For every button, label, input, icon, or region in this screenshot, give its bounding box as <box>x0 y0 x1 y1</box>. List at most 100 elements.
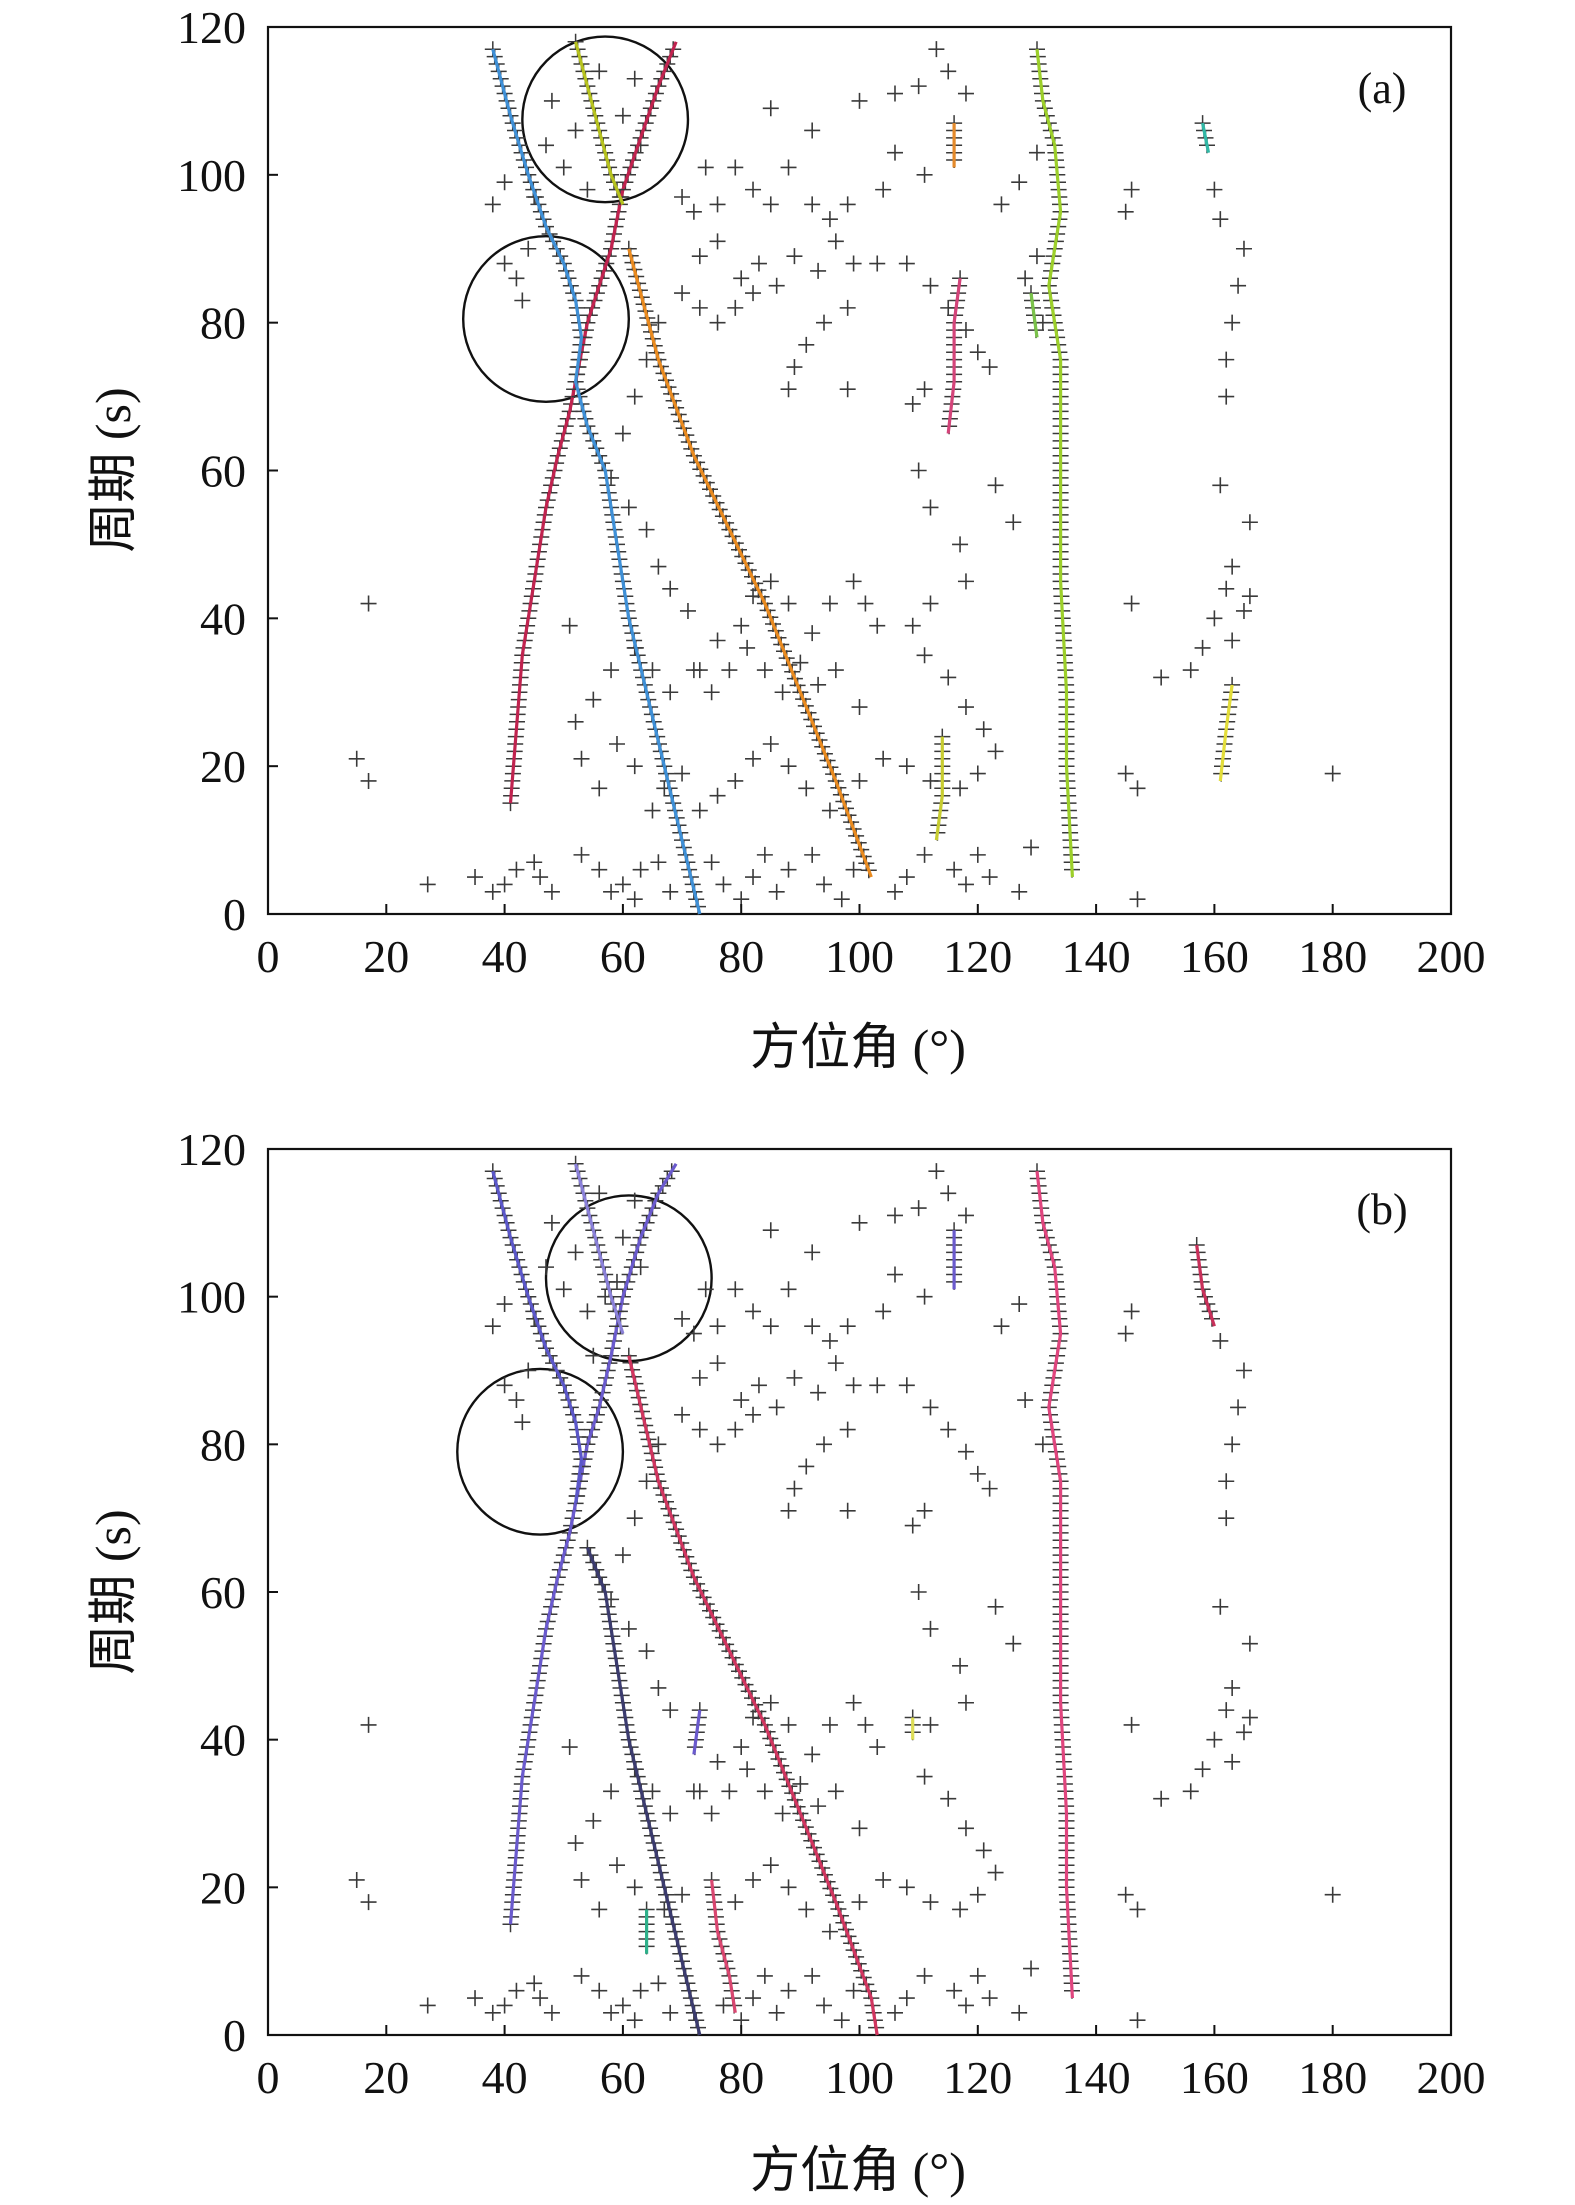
scatter-point <box>952 536 969 553</box>
circle-annotations <box>461 35 690 403</box>
scatter-point <box>543 92 560 109</box>
scatter-point <box>839 299 856 316</box>
scatter-point <box>922 1894 939 1911</box>
scatter-point <box>496 876 513 893</box>
scatter-point <box>804 122 821 139</box>
x-tick-label: 100 <box>825 931 894 982</box>
scatter-point <box>573 1871 590 1888</box>
scatter-point <box>745 1990 762 2007</box>
scatter-point <box>733 270 750 287</box>
scatter-point <box>691 299 708 316</box>
y-tick-label: 80 <box>200 1419 246 1470</box>
y-ticks: 0 20 40 60 80 100 120 <box>177 2 278 940</box>
scatter-point <box>585 1812 602 1829</box>
y-tick-label: 80 <box>200 298 246 349</box>
panel-b: 0 20 40 60 80 100 120 140 160 180 200 0 20 40 60 80 100… <box>85 1124 1486 2198</box>
scatter-point <box>626 70 643 87</box>
scatter-point <box>957 1207 974 1224</box>
scatter-point <box>810 1384 827 1401</box>
scatter-point <box>1194 1761 1211 1778</box>
scatter-point <box>851 699 868 716</box>
scatter-point <box>839 381 856 398</box>
scatter-point <box>952 1901 969 1918</box>
scatter-point <box>916 1967 933 1984</box>
scatter-point <box>573 750 590 767</box>
scatter-point <box>360 772 377 789</box>
scatter-point <box>928 41 945 58</box>
scatter-point <box>756 662 773 679</box>
scatter-point <box>904 395 921 412</box>
scatter-point <box>591 1982 608 1999</box>
x-ticks: 0 20 40 60 80 100 120 140 160 180 200 <box>257 2025 1486 2103</box>
scatter-point <box>875 181 892 198</box>
scatter-point <box>1230 277 1247 294</box>
scatter-point <box>508 1392 525 1409</box>
scatter-point <box>1017 1392 1034 1409</box>
scatter-point <box>733 1739 750 1756</box>
scatter-point <box>1123 181 1140 198</box>
scatter-point <box>685 1783 702 1800</box>
scatter-point <box>780 1716 797 1733</box>
scatter-point <box>993 196 1010 213</box>
track-line <box>574 1163 625 1335</box>
scatter-point <box>804 625 821 642</box>
scatter-point <box>1212 211 1229 228</box>
x-tick-label: 80 <box>718 2052 764 2103</box>
scatter-point <box>957 1694 974 1711</box>
scatter-point <box>810 1798 827 1815</box>
scatter-point <box>419 1997 436 2014</box>
scatter-point <box>750 255 767 272</box>
scatter-point <box>703 684 720 701</box>
scatter-point <box>957 573 974 590</box>
scatter-point <box>910 78 927 95</box>
track-line <box>627 248 873 878</box>
scatter-point <box>816 314 833 331</box>
scatter-point <box>520 240 537 257</box>
scatter-point <box>762 1857 779 1874</box>
scatter-point <box>981 1990 998 2007</box>
scatter-point <box>922 595 939 612</box>
scatter-point <box>774 1805 791 1822</box>
scatter-point <box>745 750 762 767</box>
annotation-circle <box>461 234 631 403</box>
scatter-point <box>1011 1296 1028 1313</box>
scatter-point <box>1218 351 1235 368</box>
track-line <box>627 1355 879 2036</box>
scatter-point <box>928 1163 945 1180</box>
dispersion-track <box>567 33 628 205</box>
scatter-point <box>804 196 821 213</box>
scatter-point <box>875 1303 892 1320</box>
scatter-point <box>762 735 779 752</box>
scatter-point <box>650 314 667 331</box>
scatter-point <box>644 802 661 819</box>
scatter-point <box>662 580 679 597</box>
scatter-point <box>1028 248 1045 265</box>
scatter-point <box>538 137 555 154</box>
scatter-point <box>632 861 649 878</box>
scatter-point <box>774 684 791 701</box>
dispersion-track <box>1023 285 1044 339</box>
scatter-point <box>940 669 957 686</box>
scatter-point <box>532 869 549 886</box>
scatter-point <box>614 1229 631 1246</box>
x-tick-label: 20 <box>363 931 409 982</box>
dispersion-track <box>1029 41 1080 878</box>
scatter-point <box>1324 1886 1341 1903</box>
scatter-point <box>987 1864 1004 1881</box>
dispersion-track <box>1029 1163 1080 1999</box>
dispersion-track <box>484 1163 590 1504</box>
scatter-point <box>981 1480 998 1497</box>
scatter-point <box>1182 1783 1199 1800</box>
scatter-point <box>703 854 720 871</box>
scatter-point <box>1023 1960 1040 1977</box>
scatter-point <box>632 1982 649 1999</box>
scatter-point <box>851 1214 868 1231</box>
scatter-point <box>1123 1303 1140 1320</box>
track-line <box>692 1709 702 1755</box>
scatter-point <box>916 647 933 664</box>
scatter-point <box>1241 1709 1258 1726</box>
scatter-point <box>1218 388 1235 405</box>
scatter-point <box>762 100 779 117</box>
scatter-point <box>1218 1510 1235 1527</box>
scatter-point <box>721 662 738 679</box>
